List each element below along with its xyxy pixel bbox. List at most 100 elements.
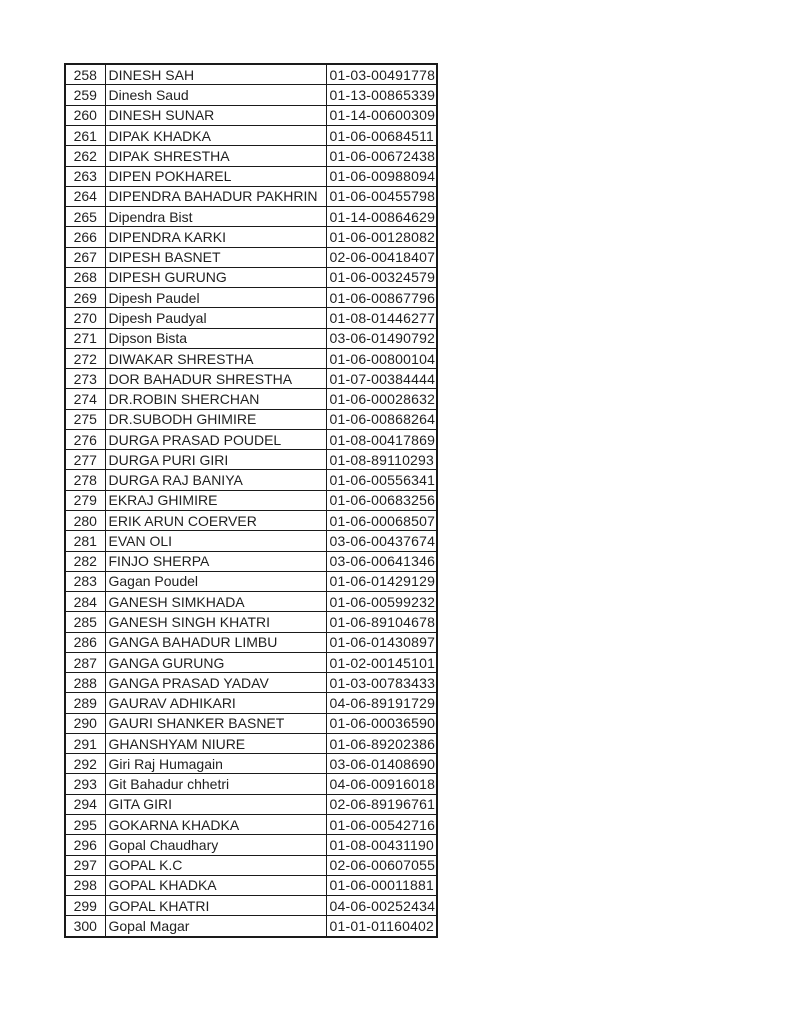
name-cell: DINESH SUNAR	[104, 104, 327, 126]
row-number-cell: 287	[64, 651, 106, 674]
registration-id-cell: 01-06-00683256	[325, 489, 438, 512]
table-row: 285 GANESH SINGH KHATRI 01-06-89104678	[64, 611, 438, 633]
row-number-cell: 297	[64, 854, 106, 876]
name-cell: DIPAK KHADKA	[104, 124, 327, 147]
registration-id-cell: 03-06-01408690	[325, 753, 438, 775]
table-row: 265 Dipendra Bist 01-14-00864629	[64, 206, 438, 228]
name-registration-table: 258 DINESH SAH 01-03-00491778 259 Dinesh Sau…	[64, 63, 438, 938]
registration-id-cell: 01-06-00542716	[325, 813, 438, 836]
row-number-cell: 270	[64, 307, 106, 329]
name-cell: Git Bahadur chhetri	[104, 773, 327, 795]
row-number-cell: 281	[64, 530, 106, 552]
registration-id-cell: 03-06-00641346	[325, 550, 438, 572]
table-row: 273 DOR BAHADUR SHRESTHA 01-07-00384444	[64, 368, 438, 390]
registration-id-cell: 01-03-00783433	[325, 672, 438, 694]
registration-id-cell: 01-06-00599232	[325, 591, 438, 613]
name-cell: EVAN OLI	[104, 530, 327, 552]
registration-id-cell: 01-14-00864629	[325, 206, 438, 228]
name-cell: Gopal Magar	[104, 915, 327, 938]
name-cell: GAURAV ADHIKARI	[104, 692, 327, 714]
registration-id-cell: 02-06-00418407	[325, 246, 438, 268]
table-row: 261 DIPAK KHADKA 01-06-00684511	[64, 124, 438, 147]
registration-id-cell: 01-06-00128082	[325, 226, 438, 248]
table-row: 291 GHANSHYAM NIURE 01-06-89202386	[64, 732, 438, 755]
row-number-cell: 294	[64, 793, 106, 816]
row-number-cell: 284	[64, 591, 106, 613]
table-row: 260 DINESH SUNAR 01-14-00600309	[64, 104, 438, 126]
registration-id-cell: 04-06-00252434	[325, 895, 438, 917]
row-number-cell: 298	[64, 874, 106, 897]
row-number-cell: 290	[64, 712, 106, 734]
row-number-cell: 280	[64, 510, 106, 532]
name-cell: DURGA PURI GIRI	[104, 449, 327, 471]
table-row: 298 GOPAL KHADKA 01-06-00011881	[64, 874, 438, 897]
row-number-cell: 263	[64, 165, 106, 187]
name-cell: Dipendra Bist	[104, 206, 327, 228]
name-cell: GOKARNA KHADKA	[104, 813, 327, 836]
row-number-cell: 274	[64, 388, 106, 410]
row-number-cell: 261	[64, 124, 106, 147]
row-number-cell: 271	[64, 327, 106, 349]
name-cell: Gopal Chaudhary	[104, 834, 327, 856]
row-number-cell: 266	[64, 226, 106, 248]
name-cell: GOPAL KHATRI	[104, 895, 327, 917]
table-row: 288 GANGA PRASAD YADAV 01-03-00783433	[64, 672, 438, 694]
registration-id-cell: 01-06-00684511	[325, 124, 438, 147]
name-cell: DIPESH BASNET	[104, 246, 327, 268]
name-cell: GANGA GURUNG	[104, 651, 327, 674]
table-row: 294 GITA GIRI 02-06-89196761	[64, 793, 438, 816]
registration-id-cell: 01-06-00988094	[325, 165, 438, 187]
table-row: 263 DIPEN POKHAREL 01-06-00988094	[64, 165, 438, 187]
registration-id-cell: 01-01-01160402	[325, 915, 438, 938]
registration-id-cell: 01-06-00068507	[325, 510, 438, 532]
table-row: 300 Gopal Magar 01-01-01160402	[64, 915, 438, 938]
name-cell: GANESH SIMKHADA	[104, 591, 327, 613]
registration-id-cell: 02-06-00607055	[325, 854, 438, 876]
name-cell: ERIK ARUN COERVER	[104, 510, 327, 532]
table-row: 296 Gopal Chaudhary 01-08-00431190	[64, 834, 438, 856]
row-number-cell: 296	[64, 834, 106, 856]
name-cell: GANGA PRASAD YADAV	[104, 672, 327, 694]
table-row: 272 DIWAKAR SHRESTHA 01-06-00800104	[64, 347, 438, 370]
row-number-cell: 300	[64, 915, 106, 938]
registration-id-cell: 04-06-00916018	[325, 773, 438, 795]
row-number-cell: 279	[64, 489, 106, 512]
row-number-cell: 295	[64, 813, 106, 836]
name-cell: DIWAKAR SHRESTHA	[104, 347, 327, 370]
registration-id-cell: 01-08-89110293	[325, 449, 438, 471]
name-cell: Dipson Bista	[104, 327, 327, 349]
name-cell: GITA GIRI	[104, 793, 327, 816]
registration-id-cell: 01-06-01430897	[325, 631, 438, 653]
table-row: 264 DIPENDRA BAHADUR PAKHRIN 01-06-0045579…	[64, 185, 438, 208]
registration-id-cell: 01-02-00145101	[325, 651, 438, 674]
table-row: 277 DURGA PURI GIRI 01-08-89110293	[64, 449, 438, 471]
table-row: 259 Dinesh Saud 01-13-00865339	[64, 84, 438, 106]
name-cell: DURGA PRASAD POUDEL	[104, 428, 327, 451]
table-row: 278 DURGA RAJ BANIYA 01-06-00556341	[64, 469, 438, 491]
table-row: 276 DURGA PRASAD POUDEL 01-08-00417869	[64, 428, 438, 451]
name-cell: EKRAJ GHIMIRE	[104, 489, 327, 512]
registration-id-cell: 01-08-00431190	[325, 834, 438, 856]
name-cell: GANGA BAHADUR LIMBU	[104, 631, 327, 653]
name-cell: DOR BAHADUR SHRESTHA	[104, 368, 327, 390]
table-row: 297 GOPAL K.C 02-06-00607055	[64, 854, 438, 876]
registration-id-cell: 01-06-00028632	[325, 388, 438, 410]
registration-id-cell: 01-14-00600309	[325, 104, 438, 126]
table-row: 262 DIPAK SHRESTHA 01-06-00672438	[64, 145, 438, 167]
registration-id-cell: 01-06-00868264	[325, 408, 438, 430]
table-row: 299 GOPAL KHATRI 04-06-00252434	[64, 895, 438, 917]
name-cell: FINJO SHERPA	[104, 550, 327, 572]
registration-id-cell: 01-06-00036590	[325, 712, 438, 734]
name-cell: DIPESH GURUNG	[104, 266, 327, 289]
registration-id-cell: 03-06-01490792	[325, 327, 438, 349]
name-cell: GHANSHYAM NIURE	[104, 732, 327, 755]
registration-id-cell: 01-08-01446277	[325, 307, 438, 329]
registration-id-cell: 01-06-00455798	[325, 185, 438, 208]
name-cell: Gagan Poudel	[104, 570, 327, 593]
name-cell: DINESH SAH	[104, 63, 327, 86]
table-row: 292 Giri Raj Humagain 03-06-01408690	[64, 753, 438, 775]
row-number-cell: 285	[64, 611, 106, 633]
row-number-cell: 262	[64, 145, 106, 167]
table-row: 284 GANESH SIMKHADA 01-06-00599232	[64, 591, 438, 613]
